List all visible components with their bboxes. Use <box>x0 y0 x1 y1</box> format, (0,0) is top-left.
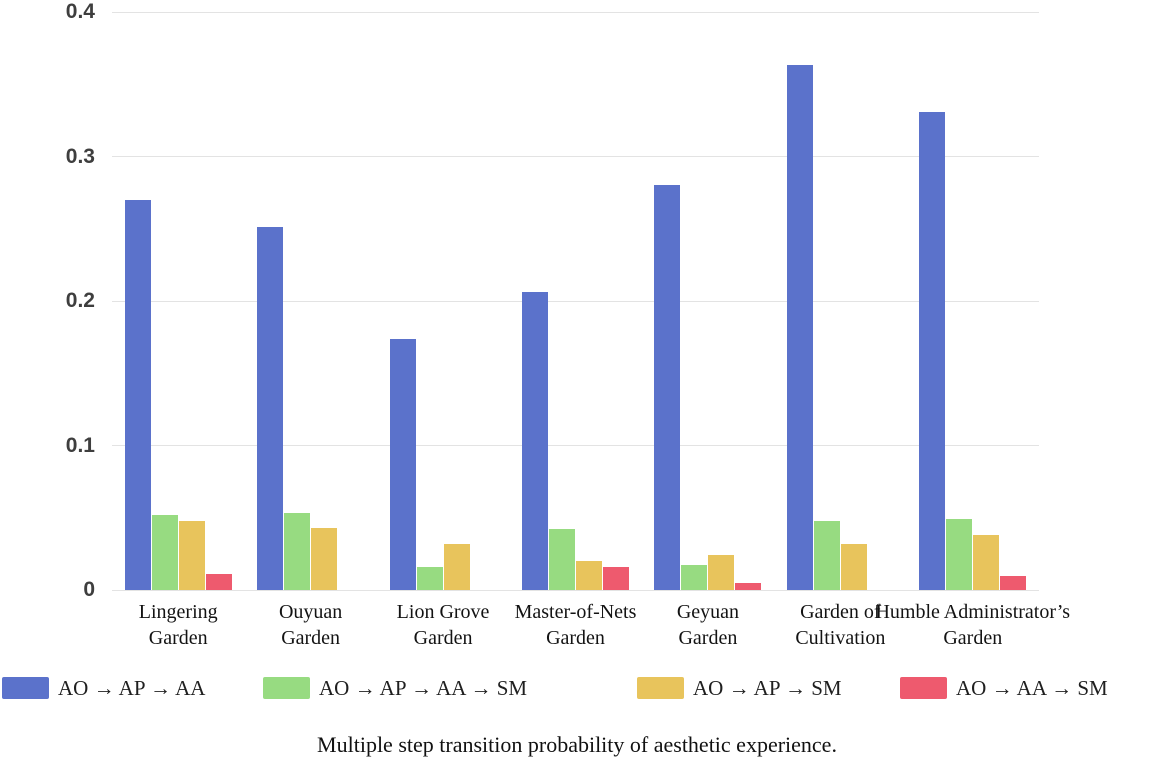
bar-ao-ap-aa-lion-grove-garden <box>389 339 416 590</box>
bar-ao-ap-sm-lion-grove-garden <box>443 544 470 590</box>
bar-ao-ap-sm-geyuan-garden <box>708 555 735 590</box>
bar-ao-ap-aa-lingering-garden <box>124 200 151 590</box>
gridline-0.3 <box>112 156 1039 157</box>
x-axis-label-line: Master-of-Nets <box>514 601 637 623</box>
y-axis-tick-label-0.1: 0.1 <box>65 433 95 457</box>
x-axis-label-geyuan-garden: Geyuan Garden <box>568 599 848 651</box>
x-axis-label-line: Garden <box>678 627 738 649</box>
bar-ao-ap-aa-sm-humble-administrator-s-garden <box>946 519 973 590</box>
x-axis-label-line: Garden <box>413 627 473 649</box>
legend-item-ao-ap-aa-sm: AO → AP → AA → SM <box>263 673 527 703</box>
bar-ao-ap-sm-master-of-nets-garden <box>576 561 602 590</box>
legend-item-ao-ap-aa: AO → AP → AA <box>2 673 205 703</box>
bar-ao-ap-aa-sm-master-of-nets-garden <box>549 529 575 590</box>
legend-label: AO → AP → AA → SM <box>319 675 528 700</box>
bar-group-lion-grove-garden <box>389 339 497 590</box>
bar-group-humble-administrator-s-garden <box>919 112 1027 590</box>
chart-legend: AO → AP → AA AO → AP → AA → SM AO → AP → S… <box>0 673 1154 707</box>
legend-swatch-ao-ap-aa-sm <box>263 677 310 699</box>
y-axis-tick-label-0.3: 0.3 <box>65 144 95 168</box>
y-axis-tick-label-0.4: 0.4 <box>65 0 95 23</box>
x-axis-label-line: Lingering <box>138 601 218 623</box>
bar-ao-ap-aa-garden-of-cultivation <box>786 65 813 590</box>
bar-ao-ap-sm-ouyuan-garden <box>311 528 338 590</box>
x-axis-label-line: Cultivation <box>795 627 886 649</box>
gridline-0.2 <box>112 300 1039 302</box>
x-axis-label-line: Garden of <box>800 601 881 623</box>
x-axis-label-line: Geyuan <box>676 601 740 623</box>
x-axis-label-line: Garden <box>943 627 1003 649</box>
x-axis-label-line: Garden <box>148 627 208 649</box>
x-axis-label-line: Humble Administrator’s <box>875 601 1071 623</box>
bar-ao-ap-aa-geyuan-garden <box>654 185 681 590</box>
bar-group-ouyuan-garden <box>257 227 364 590</box>
gridline-0.1 <box>112 445 1039 446</box>
legend-swatch-ao-aa-sm <box>900 677 947 699</box>
x-axis-label-ouyuan-garden: Ouyuan Garden <box>171 599 451 651</box>
bar-ao-ap-aa-ouyuan-garden <box>257 227 284 590</box>
bar-ao-ap-aa-master-of-nets-garden <box>522 292 548 590</box>
y-axis-tick-label-0: 0 <box>83 578 95 601</box>
bar-ao-ap-aa-humble-administrator-s-garden <box>919 112 946 590</box>
bar-ao-ap-aa-sm-lingering-garden <box>151 515 178 590</box>
bar-ao-ap-aa-sm-geyuan-garden <box>681 565 708 590</box>
x-axis-label-line: Lion Grove <box>396 601 490 623</box>
gridline-0.4 <box>112 11 1039 13</box>
bar-ao-ap-sm-lingering-garden <box>178 521 205 590</box>
bar-group-master-of-nets-garden <box>522 292 629 590</box>
bar-ao-ap-aa-sm-lion-grove-garden <box>416 567 443 590</box>
legend-label: AO → AP → SM <box>693 675 842 700</box>
legend-swatch-ao-ap-sm <box>637 677 684 699</box>
gridline-0 <box>112 589 1039 591</box>
legend-swatch-ao-ap-aa <box>2 677 49 699</box>
bar-ao-aa-sm-humble-administrator-s-garden <box>1000 576 1027 590</box>
chart-caption: Multiple step transition probability of … <box>317 732 837 757</box>
bar-ao-ap-sm-humble-administrator-s-garden <box>973 535 1000 590</box>
x-axis-label-humble-administrator-s-garden: Humble Administrator’s Garden <box>833 599 1113 651</box>
bar-group-lingering-garden <box>124 200 232 590</box>
bar-ao-aa-sm-geyuan-garden <box>735 583 762 590</box>
legend-label: AO → AA → SM <box>956 675 1108 700</box>
legend-item-ao-aa-sm: AO → AA → SM <box>900 673 1108 703</box>
bar-group-geyuan-garden <box>654 185 762 590</box>
bar-ao-ap-sm-garden-of-cultivation <box>840 544 867 590</box>
x-axis-label-lingering-garden: Lingering Garden <box>38 599 318 651</box>
legend-item-ao-ap-sm: AO → AP → SM <box>637 673 842 703</box>
y-axis-tick-label-0.2: 0.2 <box>65 289 95 312</box>
bar-group-garden-of-cultivation <box>786 65 894 590</box>
bar-ao-ap-aa-sm-garden-of-cultivation <box>813 521 840 590</box>
x-axis-label-lion-grove-garden: Lion Grove Garden <box>303 599 583 651</box>
bar-ao-ap-aa-sm-ouyuan-garden <box>284 513 311 590</box>
x-axis-label-line: Ouyuan <box>278 601 343 623</box>
x-axis-label-line: Garden <box>281 627 341 649</box>
x-axis-label-master-of-nets-garden: Master-of-Nets Garden <box>436 599 716 651</box>
bar-ao-aa-sm-lingering-garden <box>205 574 232 590</box>
x-axis-label-garden-of-cultivation: Garden of Cultivation <box>700 599 980 651</box>
legend-label: AO → AP → AA <box>58 675 206 700</box>
bar-ao-aa-sm-master-of-nets-garden <box>603 567 629 590</box>
x-axis-label-line: Garden <box>546 627 605 649</box>
